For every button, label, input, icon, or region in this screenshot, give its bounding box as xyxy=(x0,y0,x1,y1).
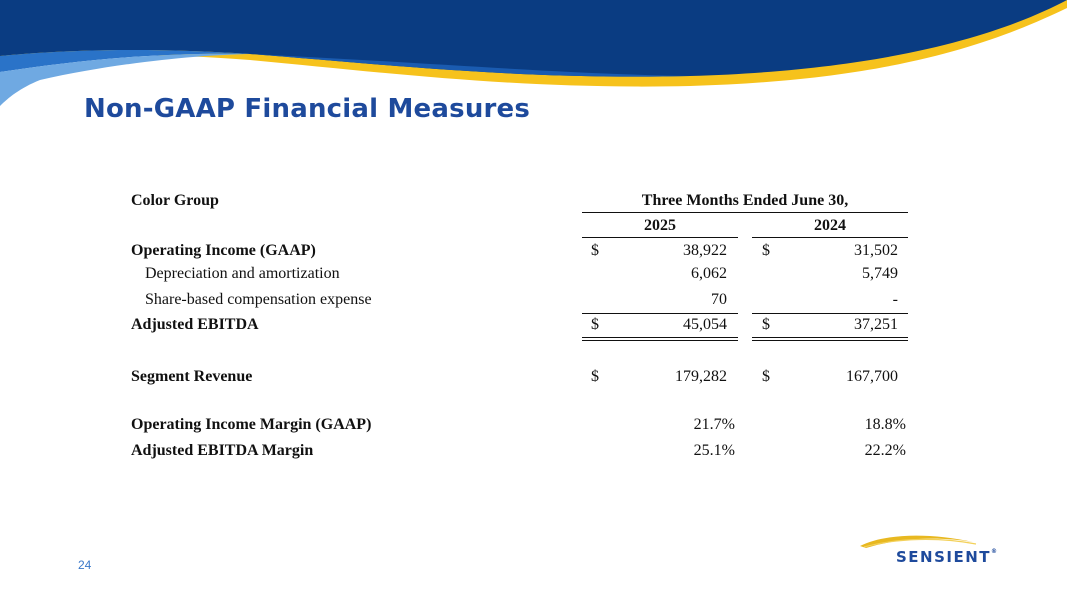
total-rule-2025 xyxy=(582,337,738,338)
subtotal-rule-2025 xyxy=(582,313,738,314)
row-label: Share-based compensation expense xyxy=(145,291,372,308)
total-rule-2025 xyxy=(582,340,738,341)
value-2024: 37,251 xyxy=(854,316,898,333)
row-label: Segment Revenue xyxy=(131,368,253,385)
value-2024: 18.8% xyxy=(864,416,906,433)
year-header-2024: 2024 xyxy=(814,217,846,234)
page-number: 24 xyxy=(78,558,92,572)
registered-mark: ® xyxy=(991,548,998,555)
period-header: Three Months Ended June 30, xyxy=(641,192,849,209)
total-rule-2024 xyxy=(752,337,908,338)
value-2025: 38,922 xyxy=(683,242,727,259)
value-2025: 21.7% xyxy=(693,416,735,433)
sensient-swoosh-icon xyxy=(860,535,977,548)
value-2024: 31,502 xyxy=(854,242,898,259)
value-2024: 22.2% xyxy=(864,442,906,459)
value-2024: - xyxy=(892,291,898,308)
value-2025: 179,282 xyxy=(675,368,727,385)
row-label: Operating Income Margin (GAAP) xyxy=(131,416,372,433)
row-label: Adjusted EBITDA xyxy=(131,316,259,333)
header-banner xyxy=(0,0,1067,106)
value-2025: 6,062 xyxy=(691,265,727,282)
row-label: Depreciation and amortization xyxy=(145,265,340,282)
value-2025: 70 xyxy=(711,291,727,308)
currency-symbol: $ xyxy=(762,316,770,333)
logo-wordmark: SENSIENT xyxy=(896,548,992,566)
currency-symbol: $ xyxy=(762,242,770,259)
value-2025: 25.1% xyxy=(693,442,735,459)
currency-symbol: $ xyxy=(591,316,599,333)
value-2024: 167,700 xyxy=(846,368,898,385)
row-label: Adjusted EBITDA Margin xyxy=(131,442,314,459)
year-header-2025: 2025 xyxy=(644,217,676,234)
currency-symbol: $ xyxy=(591,242,599,259)
currency-symbol: $ xyxy=(762,368,770,385)
group-label: Color Group xyxy=(131,192,219,209)
year-rule-2025 xyxy=(582,237,738,238)
company-logo: SENSIENT® xyxy=(896,548,997,566)
total-rule-2024 xyxy=(752,340,908,341)
subtotal-rule-2024 xyxy=(752,313,908,314)
header-rule xyxy=(582,212,908,213)
slide-title: Non-GAAP Financial Measures xyxy=(84,94,531,124)
currency-symbol: $ xyxy=(591,368,599,385)
row-label: Operating Income (GAAP) xyxy=(131,242,316,259)
value-2025: 45,054 xyxy=(683,316,727,333)
value-2024: 5,749 xyxy=(862,265,898,282)
year-rule-2024 xyxy=(752,237,908,238)
